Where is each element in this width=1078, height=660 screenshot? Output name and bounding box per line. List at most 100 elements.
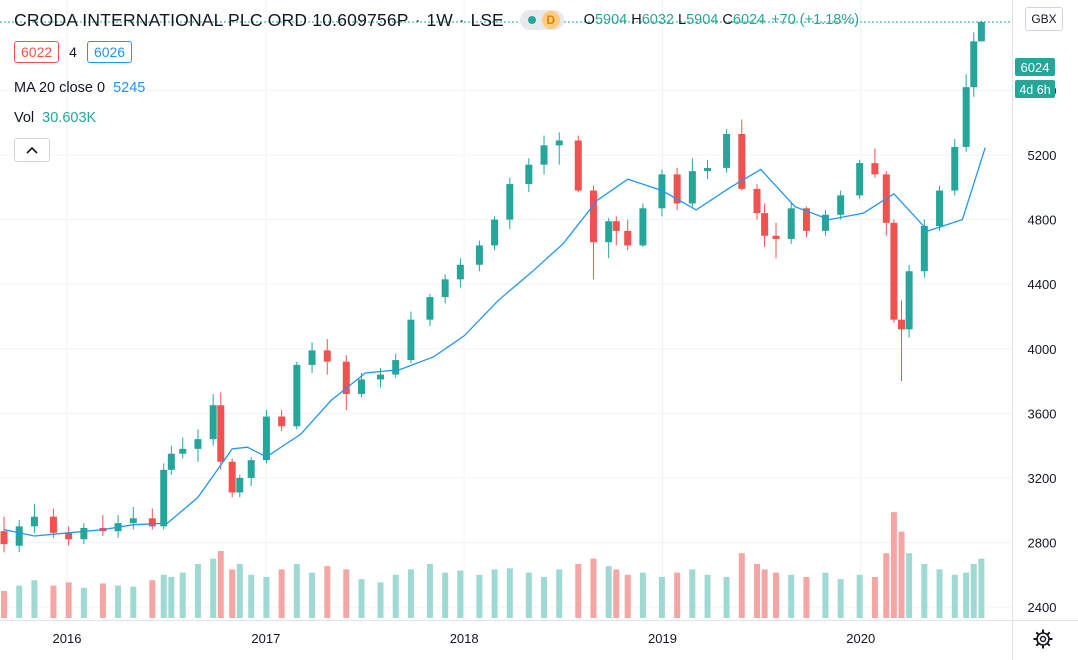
volume-bar bbox=[293, 564, 300, 618]
volume-bar bbox=[951, 574, 958, 618]
market-status-pill[interactable]: D bbox=[519, 10, 564, 30]
volume-bar bbox=[80, 587, 87, 618]
candle-body bbox=[821, 214, 829, 231]
volume-bar bbox=[754, 564, 760, 618]
spread-value: 4 bbox=[69, 44, 77, 60]
candle-body bbox=[772, 235, 780, 239]
candle-body bbox=[15, 526, 23, 546]
candle-body bbox=[977, 21, 985, 42]
symbol-title[interactable]: CRODA INTERNATIONAL PLC ORD 10.609756P bbox=[14, 9, 409, 30]
volume-bar bbox=[130, 586, 137, 618]
candle-body bbox=[262, 416, 270, 461]
volume-bar bbox=[16, 585, 23, 618]
volume-bar bbox=[978, 558, 985, 618]
candle-body bbox=[407, 319, 415, 361]
volume-bar bbox=[491, 569, 498, 618]
vol-value: 30.603K bbox=[42, 110, 97, 126]
collapse-legend-button[interactable] bbox=[14, 138, 50, 162]
volume-bar bbox=[392, 574, 399, 618]
candle-body bbox=[589, 190, 597, 243]
candle-body bbox=[392, 360, 400, 375]
volume-bar bbox=[890, 512, 897, 618]
candle-body bbox=[357, 379, 365, 394]
ask-button[interactable]: 6026 bbox=[86, 41, 133, 63]
volume-bar bbox=[217, 551, 224, 618]
countdown-box bbox=[1015, 80, 1055, 98]
price-tick-label: 4800 bbox=[1028, 213, 1057, 228]
price-tick-label: 2400 bbox=[1028, 600, 1057, 615]
currency-button[interactable]: GBX bbox=[1025, 7, 1063, 31]
candle-body bbox=[951, 146, 959, 191]
candle-body bbox=[65, 532, 73, 540]
candle-body bbox=[228, 461, 236, 493]
volume-bar bbox=[898, 531, 905, 618]
volume-bar bbox=[590, 558, 597, 618]
volume-bar bbox=[788, 574, 795, 618]
candle-body bbox=[753, 188, 761, 214]
candle-body bbox=[179, 448, 187, 454]
candle-body bbox=[49, 516, 57, 533]
volume-bar bbox=[624, 574, 631, 618]
volume-bar bbox=[160, 574, 167, 618]
volume-bar bbox=[229, 569, 236, 618]
time-axis[interactable]: 2016 2017 2018 2019 2020 bbox=[53, 631, 876, 646]
candle-body bbox=[540, 145, 548, 165]
volume-bar bbox=[575, 564, 582, 618]
bid-button[interactable]: 6022 bbox=[14, 41, 60, 63]
ma-value: 5245 bbox=[113, 80, 146, 96]
low-label: L bbox=[678, 12, 687, 28]
volume-bars bbox=[1, 512, 985, 618]
price-tick-label: 3200 bbox=[1028, 471, 1057, 486]
candle-body bbox=[605, 221, 613, 243]
close-value: 6024 bbox=[732, 12, 766, 28]
candle-body bbox=[905, 271, 913, 330]
candle-body bbox=[555, 140, 563, 146]
candle-body bbox=[426, 297, 434, 320]
vol-label: Vol bbox=[14, 110, 35, 126]
interval-label[interactable]: 1W bbox=[426, 9, 453, 30]
volume-bar bbox=[236, 564, 243, 618]
volume-bar bbox=[149, 580, 156, 618]
candle-body bbox=[293, 364, 301, 427]
volume-bar bbox=[1, 591, 7, 618]
volume-bar bbox=[99, 583, 106, 618]
close-label: C bbox=[722, 12, 733, 28]
candle-body bbox=[441, 279, 449, 298]
volume-legend[interactable]: Vol 30.603K bbox=[14, 110, 96, 126]
candle-body bbox=[761, 213, 769, 236]
volume-bar bbox=[605, 566, 612, 618]
ohlc-values: O5904 H6032 L5904 C6024 +70 (+1.18%) bbox=[584, 12, 859, 28]
volume-bar bbox=[906, 553, 913, 618]
candle-body bbox=[160, 469, 168, 527]
volume-bar bbox=[837, 579, 844, 618]
volume-bar bbox=[115, 585, 122, 618]
candle-body bbox=[456, 264, 464, 280]
ma-legend[interactable]: MA 20 close 0 5245 bbox=[14, 80, 145, 96]
time-tick-label: 2017 bbox=[251, 631, 280, 646]
exchange-label: LSE bbox=[470, 9, 504, 30]
candle-body bbox=[787, 208, 795, 239]
high-value: 6032 bbox=[641, 12, 674, 28]
candle-body bbox=[491, 219, 499, 246]
candle-body bbox=[148, 518, 156, 527]
candle-body bbox=[738, 134, 746, 189]
volume-bar bbox=[407, 569, 414, 618]
candle-body bbox=[342, 361, 350, 394]
candle-body bbox=[688, 171, 696, 204]
price-tick-label: 3600 bbox=[1028, 406, 1057, 421]
candle-body bbox=[890, 222, 898, 320]
volume-bar bbox=[773, 572, 780, 618]
candle-body bbox=[217, 405, 225, 462]
volume-bar bbox=[613, 569, 620, 618]
volume-bar bbox=[426, 564, 433, 618]
candle-body bbox=[704, 167, 712, 172]
volume-bar bbox=[377, 582, 384, 618]
candle-body bbox=[920, 226, 928, 272]
volume-bar bbox=[541, 576, 548, 618]
price-axis[interactable]: 240028003200360040004400480052005600 bbox=[1028, 83, 1057, 615]
price-tag-box bbox=[1015, 58, 1055, 76]
volume-bar bbox=[194, 564, 201, 618]
settings-button[interactable] bbox=[1032, 628, 1054, 650]
volume-bar bbox=[343, 569, 350, 618]
